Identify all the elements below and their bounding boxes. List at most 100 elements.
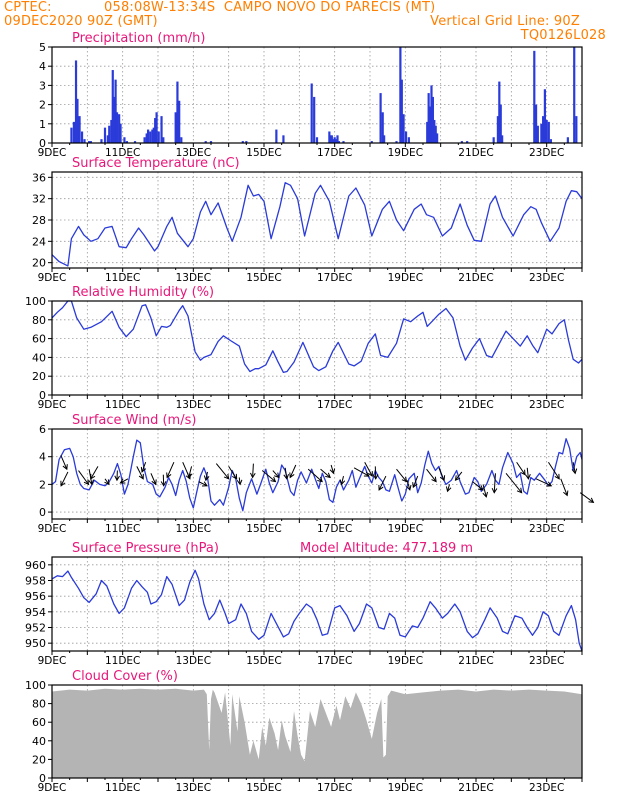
precipitation-bar: [245, 141, 248, 143]
cloud-cover-ytick-label: 80: [32, 698, 46, 711]
wind-arrow: [198, 481, 208, 487]
precipitation-bar: [536, 125, 539, 143]
precipitation-bar: [118, 114, 121, 143]
precipitation-bar: [395, 141, 398, 143]
precipitation-bar: [111, 70, 114, 143]
precipitation-bar: [426, 121, 429, 143]
temperature-xtick-label: 13DEC: [176, 272, 211, 284]
wind-arrow-head: [138, 473, 144, 480]
wind-arrow-head: [60, 480, 66, 487]
pressure-annotation: Model Altitude: 477.189 m: [300, 541, 473, 556]
wind-arrow-head: [554, 473, 560, 480]
wind-arrow-head: [223, 473, 230, 480]
precipitation-xtick-label: 15DEC: [246, 147, 281, 159]
temperature-xtick-label: 19DEC: [388, 272, 423, 284]
wind-arrow: [412, 475, 419, 488]
precipitation-ytick-label: 0: [39, 137, 46, 150]
cloud-cover-xtick-label: 23DEC: [529, 782, 564, 794]
precipitation-ytick-label: 3: [39, 79, 46, 92]
precipitation-bar: [113, 96, 116, 143]
wind-arrow: [166, 462, 175, 478]
humidity-xtick-label: 21DEC: [458, 399, 493, 411]
temperature-ytick-label: 36: [32, 171, 46, 184]
precipitation-bar: [204, 141, 207, 143]
precipitation-bar: [125, 141, 129, 143]
precipitation-bar: [176, 81, 179, 143]
wind-arrow: [482, 484, 487, 497]
wind-arrow: [378, 475, 387, 491]
pressure-xtick-label: 17DEC: [317, 655, 352, 667]
precipitation-bar: [115, 112, 119, 143]
temperature-ytick-label: 24: [32, 235, 46, 248]
header-center-label: CPTEC:: [4, 0, 52, 15]
wind-arrow-head: [317, 476, 323, 483]
header-run-date: 09DEC2020 90Z (GMT): [4, 14, 158, 29]
precipitation-bar: [103, 127, 107, 143]
wind-arrow: [341, 475, 344, 485]
wind-arrow-head: [232, 473, 238, 480]
precipitation-bar: [533, 50, 536, 144]
wind-arrow: [307, 468, 323, 482]
precipitation-bar: [78, 116, 81, 143]
precipitation-bar: [178, 100, 181, 143]
wind-arrow-head: [140, 466, 147, 473]
precipitation-bar: [427, 93, 430, 143]
wind-arrow-head: [477, 485, 484, 491]
humidity-frame: [51, 300, 583, 396]
precipitation-bar: [151, 129, 154, 143]
precipitation-bar: [133, 141, 137, 143]
wind-arrow-head: [412, 482, 418, 489]
wind-arrow-head: [119, 478, 126, 484]
wind-arrow-head: [329, 468, 336, 475]
wind-arrow: [261, 470, 276, 482]
wind-ytick-label: 2: [39, 478, 46, 491]
cloud-cover-area: [52, 688, 582, 778]
wind-arrow-head: [516, 487, 523, 494]
wind-arrow-head: [482, 491, 488, 498]
precipitation-bar: [108, 125, 111, 143]
precipitation-bar: [534, 104, 538, 143]
wind-arrow: [572, 462, 576, 474]
precipitation-bar: [332, 139, 335, 143]
precipitation-bar: [154, 118, 157, 143]
humidity-xtick-label: 9DEC: [38, 399, 67, 411]
precipitation-bar: [498, 81, 501, 143]
precipitation-bar: [402, 114, 405, 143]
precipitation-bar: [431, 96, 434, 143]
humidity-title: Relative Humidity (%): [72, 285, 214, 300]
pressure-xtick-label: 9DEC: [38, 655, 67, 667]
wind-arrow: [447, 484, 450, 492]
wind-xtick-label: 11DEC: [105, 523, 140, 535]
wind-arrow-head: [378, 484, 384, 491]
precipitation-bar: [123, 137, 126, 143]
precipitation-bar: [545, 119, 548, 143]
temperature-ytick-label: 28: [32, 214, 46, 227]
precipitation-bar: [100, 139, 103, 143]
humidity-ytick-label: 20: [32, 370, 46, 383]
wind-arrow-head: [270, 476, 277, 483]
precipitation-bar: [157, 131, 160, 143]
humidity-xtick-label: 17DEC: [317, 399, 352, 411]
precipitation-bar: [381, 112, 384, 143]
precipitation-frame: [51, 46, 583, 144]
precipitation-bar: [334, 139, 338, 143]
precipitation-bar: [106, 135, 109, 143]
precipitation-bar: [149, 131, 152, 143]
wind-arrow: [516, 461, 526, 475]
wind-arrow: [228, 466, 238, 480]
pressure-line: [51, 569, 583, 652]
humidity-ytick-label: 80: [32, 314, 46, 327]
wind-arrow-head: [83, 479, 90, 486]
wind-arrow-head: [202, 481, 208, 487]
precipitation-title: Precipitation (mm/h): [72, 31, 205, 46]
pressure-ytick-label: 958: [25, 575, 46, 588]
humidity-ytick-label: 100: [25, 295, 46, 308]
wind-arrow: [120, 478, 129, 484]
pressure-xtick-label: 11DEC: [105, 655, 140, 667]
wind-arrow: [455, 471, 463, 481]
precipitation-bar: [543, 89, 546, 143]
pressure-ytick-label: 954: [25, 606, 46, 619]
wind-arrow-head: [406, 484, 412, 491]
precipitation-bar: [434, 125, 437, 143]
